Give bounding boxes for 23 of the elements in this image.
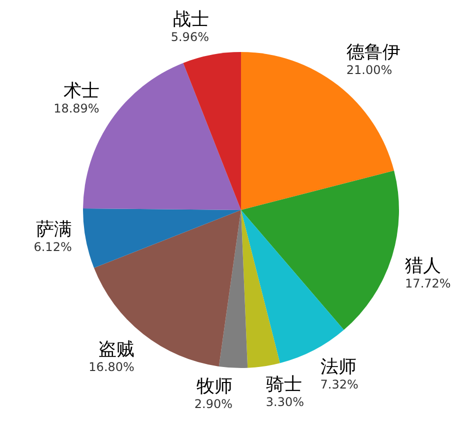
pie-slice: [241, 170, 399, 330]
data-label: 6.12%: [34, 240, 72, 254]
slice-label: 盗贼: [98, 339, 134, 360]
slice-label: 牧师: [196, 376, 233, 397]
slice-label: 术士: [63, 80, 100, 102]
data-label: 7.32%: [320, 378, 358, 392]
data-label: 3.30%: [266, 395, 304, 410]
pie-slice: [183, 52, 241, 210]
data-label: 2.90%: [194, 396, 233, 411]
data-label: 17.72%: [405, 276, 451, 291]
pie-slice: [83, 208, 241, 268]
pie-slice: [241, 210, 280, 368]
slice-label: 猎人: [405, 256, 442, 277]
data-label: 21.00%: [346, 63, 392, 78]
data-label: 5.96%: [170, 30, 209, 44]
slice-label: 战士: [172, 9, 209, 30]
slice-label: 德鲁伊: [346, 42, 400, 64]
data-label: 16.80%: [88, 360, 134, 374]
slice-label: 萨满: [36, 219, 72, 240]
pie-slice: [218, 210, 248, 368]
slice-label: 法师: [320, 356, 356, 378]
slice-label: 骑士: [266, 374, 302, 396]
data-label: 18.89%: [54, 101, 100, 116]
